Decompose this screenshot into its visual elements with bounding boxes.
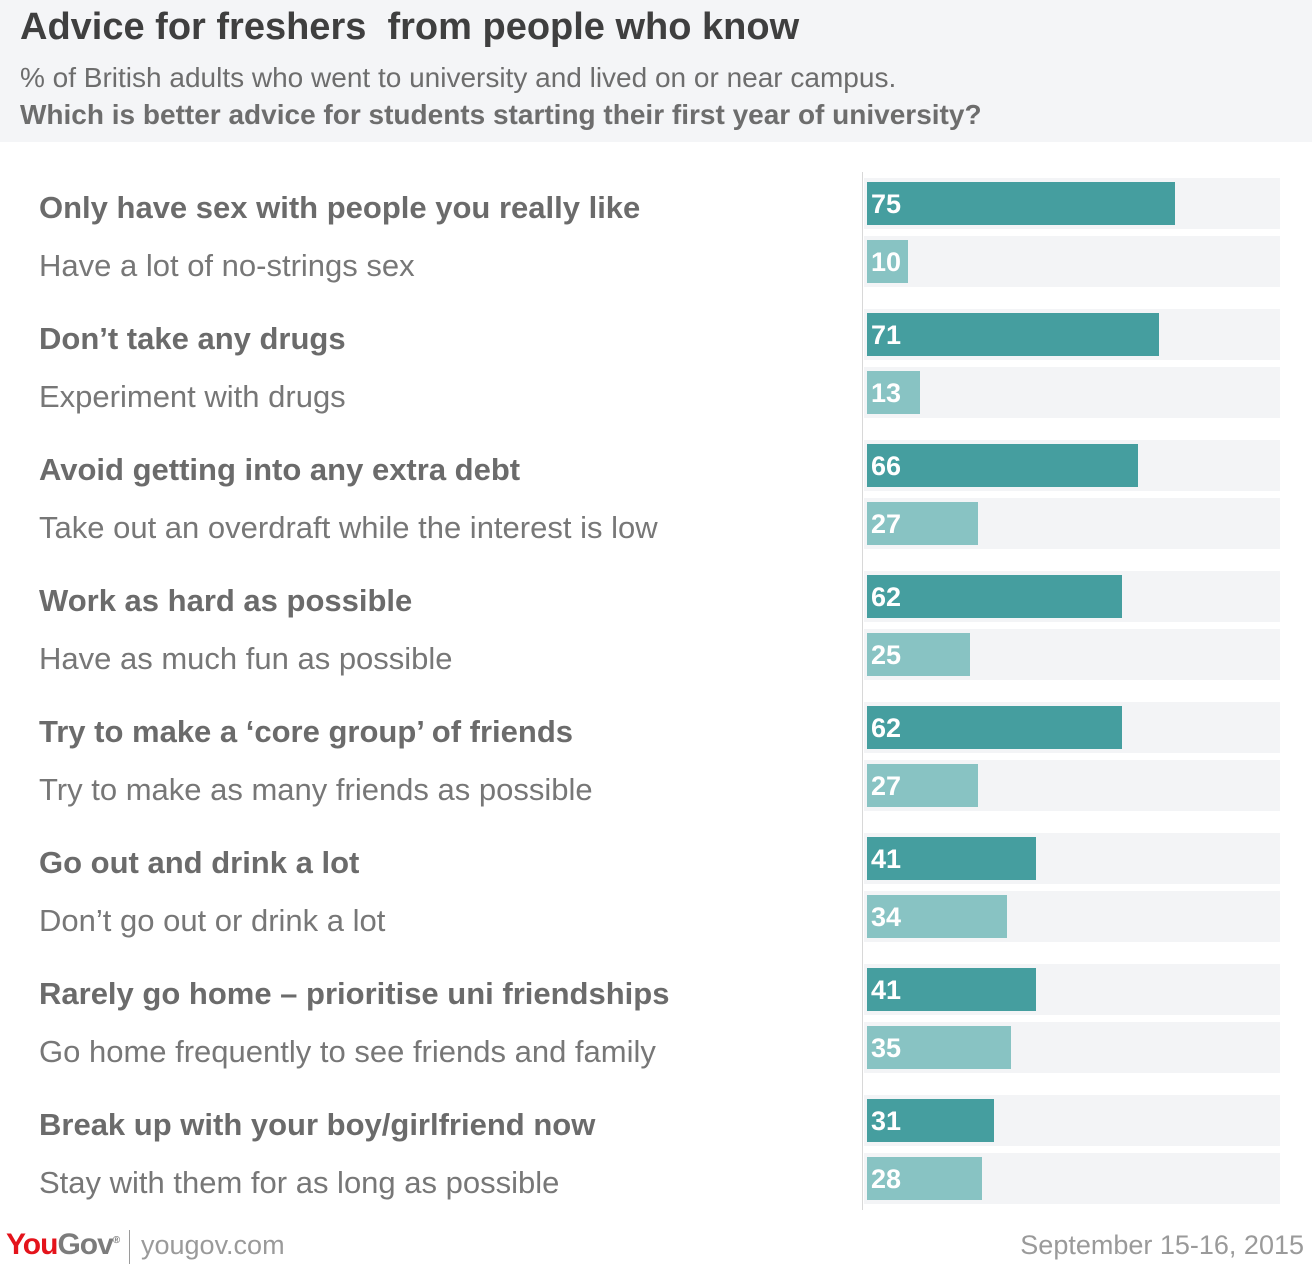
secondary-bar <box>867 764 978 807</box>
logo-you: You <box>6 1228 58 1261</box>
primary-bar <box>867 837 1036 880</box>
primary-bar <box>867 706 1122 749</box>
secondary-bar <box>867 371 920 414</box>
survey-question: Which is better advice for students star… <box>20 99 982 130</box>
chart-title: Advice for freshers from people who know <box>20 6 800 48</box>
primary-bar <box>867 1099 994 1142</box>
logo-registered-mark: ® <box>112 1235 120 1246</box>
secondary-bar <box>867 1026 1011 1069</box>
primary-bar <box>867 182 1175 225</box>
bar-track <box>864 236 1280 287</box>
bar-value-label: 28 <box>871 1164 902 1194</box>
primary-option-label: Only have sex with people you really lik… <box>39 190 641 225</box>
bar-value-label: 71 <box>871 320 902 350</box>
primary-option-label: Work as hard as possible <box>39 583 413 618</box>
primary-option-label: Don’t take any drugs <box>39 321 346 356</box>
secondary-bar <box>867 240 908 283</box>
secondary-option-label: Have as much fun as possible <box>39 641 453 676</box>
secondary-bar <box>867 502 978 545</box>
secondary-bar <box>867 1157 982 1200</box>
primary-bar <box>867 444 1138 487</box>
primary-option-label: Avoid getting into any extra debt <box>39 452 521 487</box>
bar-value-label: 35 <box>871 1033 902 1063</box>
chart-subtitle: % of British adults who went to universi… <box>20 62 897 93</box>
primary-option-label: Rarely go home – prioritise uni friendsh… <box>39 976 670 1011</box>
secondary-option-label: Experiment with drugs <box>39 379 346 414</box>
secondary-option-label: Go home frequently to see friends and fa… <box>39 1034 656 1069</box>
footer-url[interactable]: yougov.com <box>141 1230 285 1260</box>
bar-value-label: 75 <box>871 189 902 219</box>
logo-gov: Gov <box>57 1228 113 1261</box>
footer-date: September 15-16, 2015 <box>1020 1230 1304 1260</box>
bar-value-label: 41 <box>871 975 902 1005</box>
primary-option-label: Try to make a ‘core group’ of friends <box>39 714 574 749</box>
yougov-logo: YouGov® <box>6 1228 120 1262</box>
bar-value-label: 62 <box>871 582 902 612</box>
bar-value-label: 62 <box>871 713 902 743</box>
primary-bar <box>867 968 1036 1011</box>
primary-bar <box>867 313 1159 356</box>
axis-line <box>862 172 863 1210</box>
primary-bar <box>867 575 1122 618</box>
primary-option-label: Go out and drink a lot <box>39 845 360 880</box>
secondary-bar <box>867 633 970 676</box>
secondary-option-label: Try to make as many friends as possible <box>39 772 593 807</box>
bar-value-label: 10 <box>871 247 902 277</box>
secondary-option-label: Have a lot of no-strings sex <box>39 248 415 283</box>
bar-value-label: 41 <box>871 844 902 874</box>
footer-divider <box>129 1230 130 1264</box>
secondary-bar <box>867 895 1007 938</box>
bar-value-label: 31 <box>871 1106 902 1136</box>
secondary-option-label: Take out an overdraft while the interest… <box>39 510 658 545</box>
bar-value-label: 27 <box>871 771 902 801</box>
bar-value-label: 34 <box>871 902 902 932</box>
secondary-option-label: Don’t go out or drink a lot <box>39 903 386 938</box>
bar-value-label: 13 <box>871 378 902 408</box>
bar-value-label: 27 <box>871 509 902 539</box>
bar-value-label: 66 <box>871 451 902 481</box>
header-band: Advice for freshers from people who know… <box>0 0 1312 142</box>
bar-value-label: 25 <box>871 640 902 670</box>
bar-track <box>864 367 1280 418</box>
primary-option-label: Break up with your boy/girlfriend now <box>39 1107 596 1142</box>
secondary-option-label: Stay with them for as long as possible <box>39 1165 560 1200</box>
